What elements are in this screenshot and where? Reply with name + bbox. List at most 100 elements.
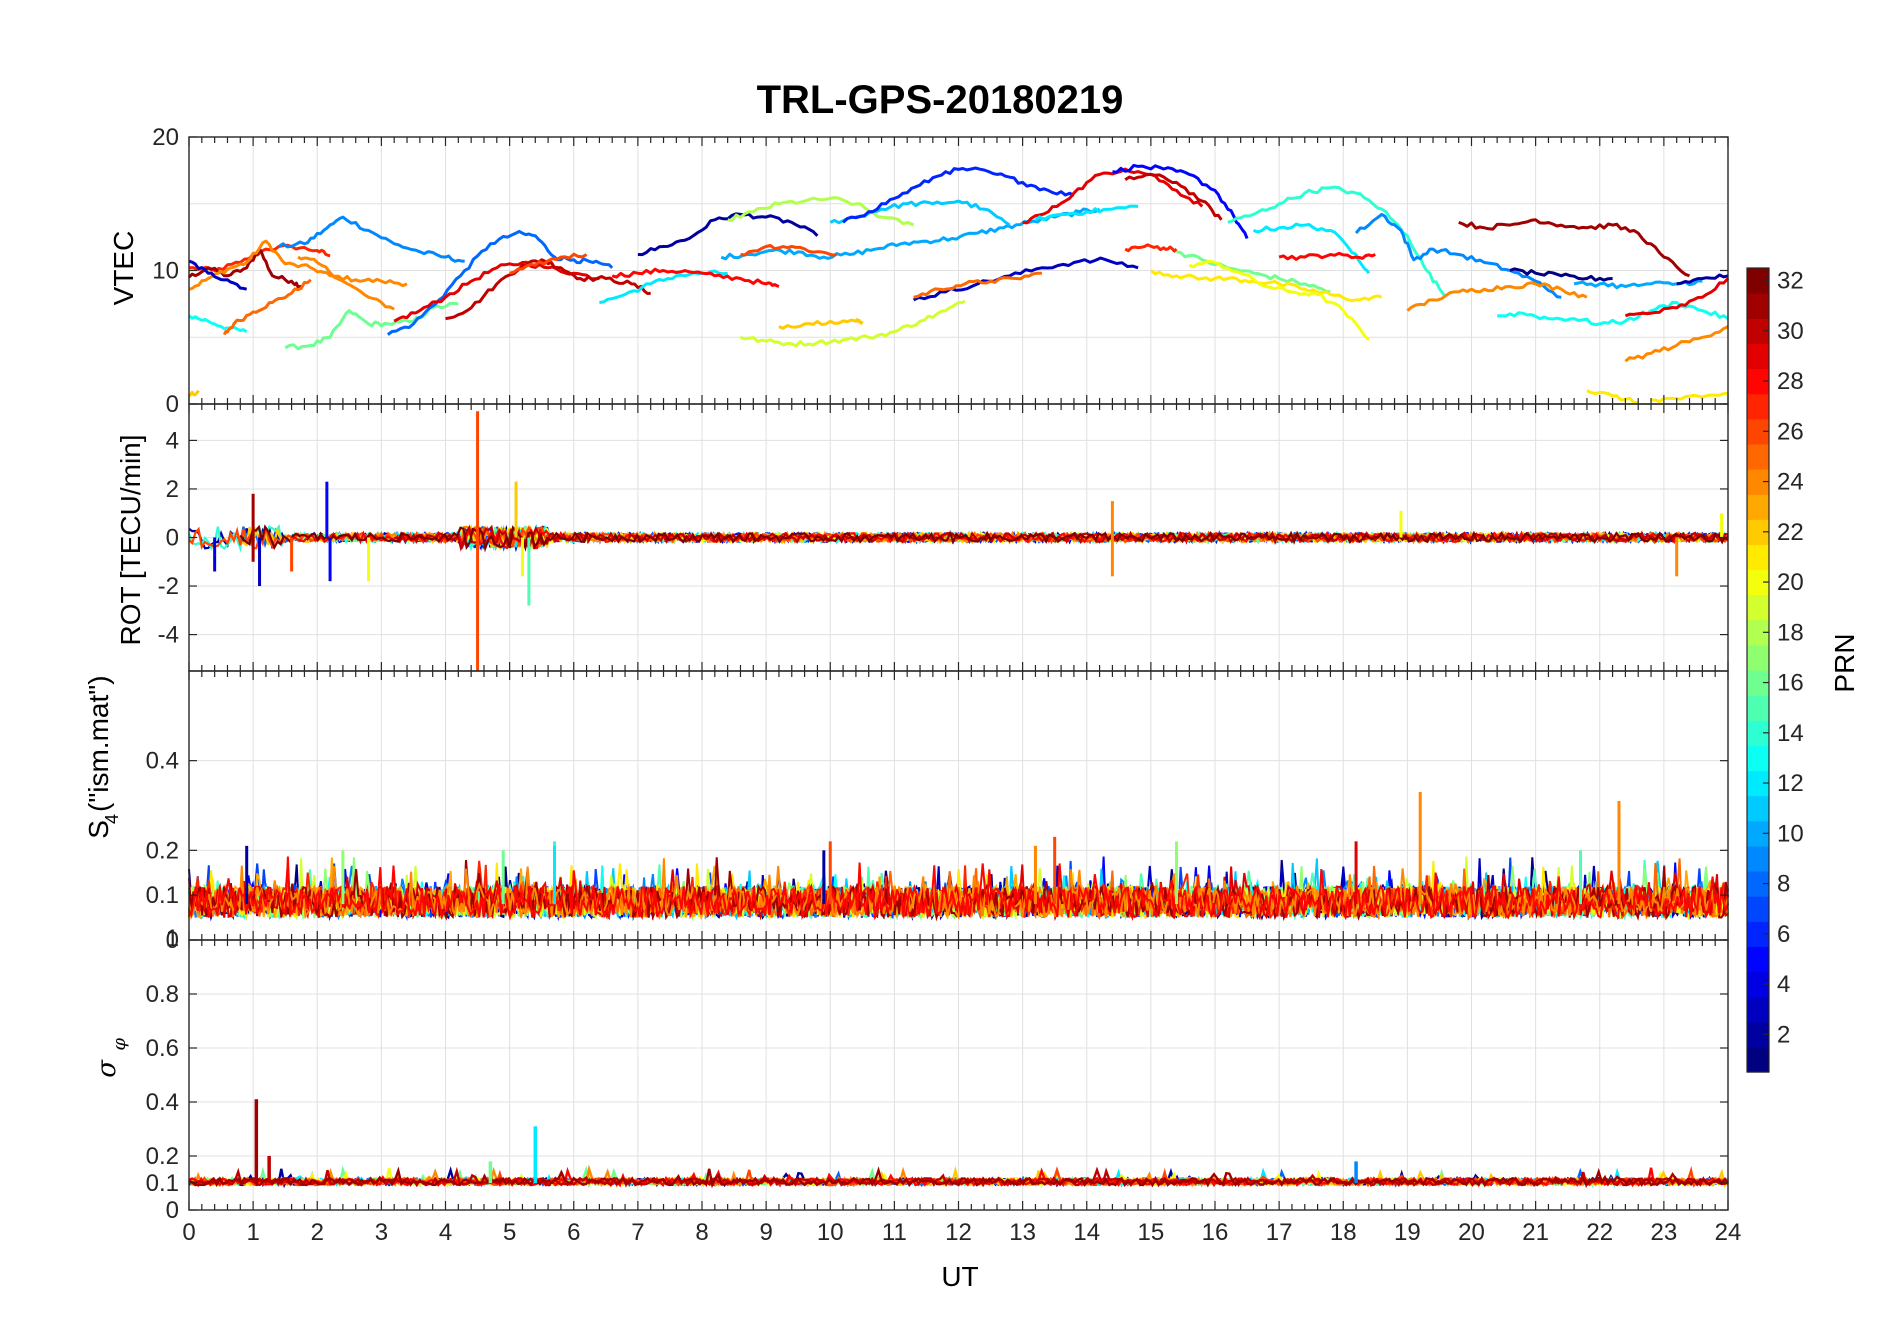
colorbar-bin — [1747, 544, 1769, 571]
colorbar-tick-label: 30 — [1777, 318, 1804, 345]
vtec-series-line — [1176, 250, 1331, 294]
vtec-series-line — [1034, 204, 1139, 222]
x-tick-label: 24 — [1715, 1219, 1742, 1246]
sigma-ylabel-main: σ — [92, 1059, 122, 1078]
sigma-y-tick-label: 0.8 — [146, 981, 179, 1008]
colorbar-tick-label: 2 — [1777, 1021, 1790, 1048]
vtec-series-line — [1624, 325, 1729, 363]
colorbar-bin — [1747, 569, 1769, 596]
colorbar-tick-label: 22 — [1777, 519, 1804, 546]
x-tick-label: 16 — [1202, 1219, 1229, 1246]
colorbar-bin — [1747, 720, 1769, 746]
colorbar-bin — [1747, 795, 1769, 822]
s4-y-tick-label: 0 — [166, 927, 179, 954]
chart-title: TRL-GPS-20180219 — [757, 78, 1124, 122]
colorbar-tick-label: 18 — [1777, 619, 1804, 646]
colorbar-tick-label: 8 — [1777, 871, 1790, 898]
rot-series-line — [239, 524, 1729, 553]
vtec-series-line — [1253, 222, 1371, 275]
colorbar-tick-label: 20 — [1777, 569, 1804, 596]
colorbar-bin — [1747, 971, 1769, 998]
vtec-series-line — [1112, 163, 1249, 240]
s4-top-tick-label: 1 — [166, 925, 179, 952]
s4-ylabel-main: S — [83, 820, 114, 839]
vtec-series-line — [913, 271, 1042, 299]
colorbar-tick-label: 6 — [1777, 921, 1790, 948]
vtec-series-line — [1124, 172, 1223, 221]
colorbar-bin — [1747, 770, 1769, 797]
vtec-y-tick-label: 0 — [166, 391, 179, 418]
vtec-series-line — [611, 267, 780, 288]
sigma-y-tick-label: 0.1 — [146, 1170, 179, 1197]
colorbar-bin — [1747, 695, 1769, 721]
colorbar-tick-label: 12 — [1777, 770, 1804, 797]
sigma-plot-area — [188, 1099, 1730, 1189]
colorbar-bin — [1747, 921, 1769, 947]
colorbar-bin — [1747, 318, 1769, 344]
colorbar-frame — [1746, 267, 1770, 1073]
vtec-series-line — [1509, 267, 1613, 282]
rot-ylabel: ROT [TECU/min] — [115, 434, 146, 645]
colorbar-bin — [1747, 1046, 1769, 1073]
vtec-series-line — [509, 252, 588, 275]
colorbar-bin — [1747, 745, 1769, 772]
vtec-series-line — [739, 299, 966, 348]
vtec-series-line — [386, 229, 614, 336]
x-tick-label: 4 — [439, 1219, 452, 1246]
vtec-series-line — [1406, 281, 1588, 312]
vtec-series-line — [188, 314, 248, 334]
x-tick-label: 5 — [503, 1219, 516, 1246]
x-tick-label: 11 — [882, 1219, 907, 1246]
x-tick-label: 2 — [311, 1219, 324, 1246]
colorbar-bin — [1747, 594, 1769, 621]
x-tick-label: 9 — [759, 1219, 772, 1246]
vtec-series-line — [1676, 273, 1729, 286]
colorbar-bin — [1747, 946, 1769, 973]
vtec-series-line — [1188, 259, 1370, 341]
x-tick-label: 13 — [1009, 1219, 1036, 1246]
colorbar-bin — [1747, 670, 1769, 696]
x-tick-label: 7 — [631, 1219, 644, 1246]
colorbar-bin — [1747, 393, 1769, 420]
rot-plot-area — [187, 411, 1729, 671]
vtec-series-line — [222, 278, 312, 336]
colorbar-bin — [1747, 343, 1769, 370]
vtec-series-line — [740, 244, 837, 257]
colorbar-bin — [1747, 368, 1769, 395]
x-tick-label: 21 — [1522, 1219, 1549, 1246]
sigma-y-tick-label: 0.6 — [146, 1035, 179, 1062]
colorbar-bin — [1747, 494, 1769, 520]
vtec-series-line — [188, 239, 408, 291]
colorbar-tick-label: 26 — [1777, 418, 1804, 445]
vtec-series-line — [1354, 212, 1562, 299]
x-tick-label: 17 — [1266, 1219, 1293, 1246]
colorbar-tick-label: 10 — [1777, 820, 1804, 847]
colorbar-bin — [1747, 268, 1769, 294]
sigma-ylabel: σ φ — [92, 1038, 130, 1078]
colorbar-bin — [1747, 519, 1769, 545]
vtec-series-line — [1458, 218, 1691, 278]
vtec-series-line — [1586, 389, 1639, 405]
x-tick-label: 8 — [695, 1219, 708, 1246]
x-tick-label: 18 — [1330, 1219, 1357, 1246]
vtec-series-line — [1150, 269, 1383, 303]
vtec-series-line — [842, 166, 1075, 224]
vtec-series-line — [445, 258, 651, 321]
x-tick-label: 22 — [1586, 1219, 1613, 1246]
vtec-series-line — [1227, 185, 1448, 299]
rot-y-tick-label: -2 — [158, 573, 179, 600]
sigma-y-tick-label: 0 — [166, 1197, 179, 1224]
x-tick-labels: 0 1 2 3 4 5 6 7 8 9 10 11 12 13 14 15 16 17 18 19 20 21 22 23 24 — [182, 1219, 1741, 1246]
colorbar-label: PRN — [1829, 633, 1860, 692]
vtec-series-line — [297, 255, 395, 311]
sigma-y-tick-label: 0.4 — [146, 1089, 179, 1116]
s4-y-tick-label: 0.2 — [146, 837, 179, 864]
sigma-panel: 00.10.2 0.4 0.6 0.8 — [146, 939, 1730, 1224]
colorbar-tick-label: 4 — [1777, 971, 1790, 998]
s4-series-line — [188, 856, 1729, 922]
colorbar-tick-label: 24 — [1777, 469, 1804, 496]
sigma-ylabel-sub: φ — [109, 1038, 130, 1051]
s4-panel: 0 0.1 0.2 0.4 1 — [146, 670, 1729, 954]
x-tick-label: 12 — [945, 1219, 972, 1246]
